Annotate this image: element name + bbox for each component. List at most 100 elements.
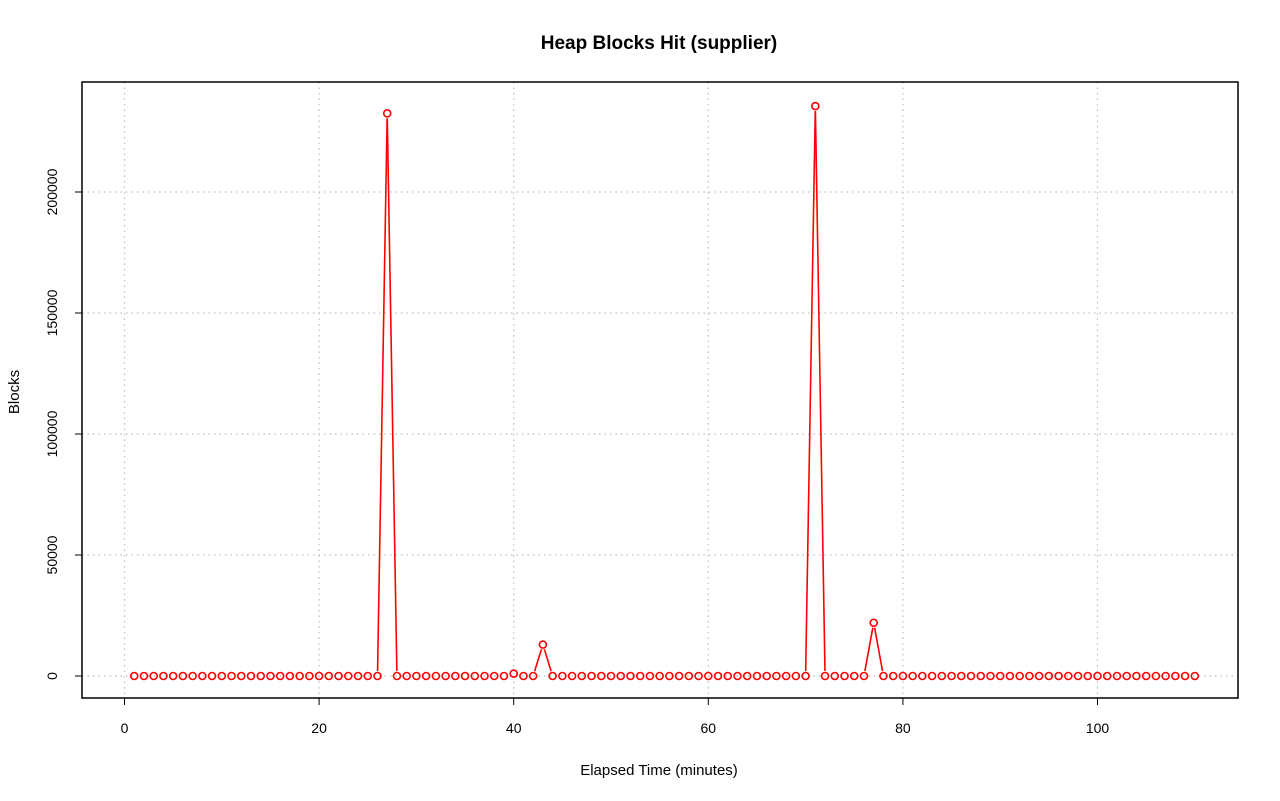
data-point bbox=[1132, 671, 1141, 681]
data-point bbox=[421, 671, 431, 681]
data-point bbox=[645, 671, 655, 681]
y-tick-label: 200000 bbox=[44, 168, 60, 215]
data-point bbox=[577, 671, 587, 681]
data-point bbox=[927, 671, 937, 681]
series-line-segment bbox=[864, 627, 874, 672]
data-point bbox=[1005, 671, 1015, 681]
data-point bbox=[1054, 671, 1063, 681]
data-point bbox=[995, 671, 1005, 681]
data-point bbox=[742, 671, 752, 681]
data-point bbox=[859, 671, 869, 681]
data-point bbox=[879, 671, 888, 681]
data-point bbox=[1190, 671, 1200, 681]
series-line-segment bbox=[533, 649, 543, 672]
data-point bbox=[480, 671, 489, 681]
data-point bbox=[1044, 671, 1054, 681]
data-point bbox=[791, 671, 801, 681]
data-point bbox=[431, 671, 441, 681]
data-point bbox=[616, 671, 626, 681]
data-point bbox=[694, 671, 703, 681]
data-point bbox=[1180, 671, 1190, 681]
x-tick-label: 0 bbox=[121, 720, 129, 736]
data-point bbox=[587, 671, 596, 681]
data-point bbox=[606, 671, 616, 681]
data-point bbox=[703, 671, 713, 681]
y-tick-label: 0 bbox=[44, 672, 60, 680]
data-point bbox=[509, 669, 519, 678]
data-point bbox=[217, 671, 227, 681]
data-point bbox=[976, 671, 986, 681]
data-point bbox=[762, 671, 771, 681]
series-line-segment bbox=[543, 649, 552, 672]
series-line-segment bbox=[386, 118, 398, 672]
chart-title: Heap Blocks Hit (supplier) bbox=[541, 33, 778, 54]
data-point bbox=[489, 671, 499, 681]
data-point bbox=[188, 671, 197, 681]
data-point bbox=[1083, 671, 1093, 681]
data-point bbox=[528, 671, 538, 681]
data-point bbox=[752, 671, 762, 681]
data-point bbox=[684, 671, 694, 681]
data-point bbox=[1093, 671, 1102, 681]
x-axis: 0 20 40 60 80 100 bbox=[121, 698, 1109, 736]
data-point bbox=[363, 671, 373, 681]
data-point bbox=[801, 671, 810, 681]
data-point bbox=[1102, 671, 1112, 681]
data-point bbox=[1064, 671, 1073, 681]
data-point bbox=[198, 671, 207, 681]
data-point bbox=[947, 671, 956, 681]
data-point bbox=[538, 640, 548, 649]
data-point bbox=[1073, 671, 1083, 681]
data-point bbox=[558, 671, 567, 681]
data-point bbox=[285, 671, 295, 681]
data-point bbox=[314, 671, 324, 681]
data-point bbox=[626, 671, 635, 681]
x-axis-label: Elapsed Time (minutes) bbox=[580, 762, 738, 779]
x-tick-label: 60 bbox=[701, 720, 717, 736]
data-point bbox=[139, 671, 149, 681]
data-point bbox=[723, 671, 733, 681]
series-heap-blocks-hit bbox=[129, 101, 1200, 681]
data-point bbox=[275, 671, 285, 681]
data-point bbox=[956, 671, 966, 681]
data-point bbox=[451, 671, 460, 681]
data-point bbox=[227, 671, 236, 681]
data-point bbox=[781, 671, 791, 681]
data-point bbox=[918, 671, 927, 681]
data-point bbox=[246, 671, 256, 681]
data-point bbox=[295, 671, 304, 681]
data-point bbox=[966, 671, 976, 681]
data-point bbox=[412, 671, 421, 681]
data-point bbox=[869, 618, 879, 628]
y-tick-label: 100000 bbox=[44, 410, 60, 457]
data-point bbox=[548, 671, 557, 681]
data-point bbox=[168, 671, 178, 681]
series-line-segment bbox=[804, 111, 817, 672]
data-point bbox=[1112, 671, 1122, 681]
data-point bbox=[1151, 671, 1161, 681]
data-point bbox=[343, 671, 353, 681]
data-point bbox=[908, 671, 917, 681]
series-line-segment bbox=[814, 111, 826, 672]
data-point bbox=[772, 671, 781, 681]
data-point bbox=[665, 671, 674, 681]
data-point bbox=[266, 671, 275, 681]
x-tick-label: 80 bbox=[895, 720, 911, 736]
data-point bbox=[840, 671, 849, 681]
y-axis: 0 50000 100000 150000 200000 bbox=[44, 168, 82, 680]
data-point bbox=[1015, 671, 1024, 681]
data-point bbox=[1025, 671, 1034, 681]
data-point bbox=[888, 671, 898, 681]
plot-area-border bbox=[81, 81, 1239, 699]
data-point bbox=[898, 671, 908, 681]
data-point bbox=[1034, 671, 1044, 681]
data-point bbox=[305, 671, 314, 681]
data-point bbox=[519, 671, 528, 681]
data-point bbox=[178, 671, 188, 681]
data-point bbox=[596, 671, 606, 681]
data-point bbox=[149, 671, 158, 681]
data-point bbox=[567, 671, 577, 681]
data-point bbox=[986, 671, 995, 681]
data-point bbox=[207, 671, 217, 681]
